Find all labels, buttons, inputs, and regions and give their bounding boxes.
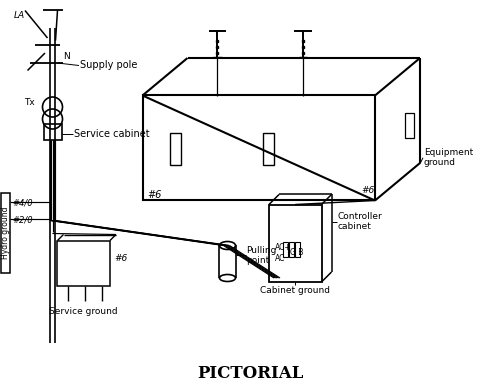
Text: Service ground: Service ground	[50, 307, 118, 315]
Bar	[295, 242, 300, 257]
Bar	[262, 133, 274, 166]
Text: Supply pole: Supply pole	[80, 61, 138, 71]
Text: Pulling
point: Pulling point	[246, 246, 277, 265]
Text: #2/0: #2/0	[12, 216, 32, 225]
Bar	[142, 95, 375, 201]
Text: Hydro ground: Hydro ground	[1, 207, 10, 259]
Text: AC+: AC+	[275, 242, 292, 252]
Bar	[283, 242, 288, 257]
Text: Controller
cabinet: Controller cabinet	[338, 212, 382, 231]
Text: #6: #6	[114, 254, 128, 263]
Bar	[170, 133, 181, 166]
Bar	[405, 113, 414, 138]
Bar	[1, 193, 10, 273]
Bar	[289, 242, 294, 257]
Text: Tx: Tx	[24, 99, 35, 107]
Text: #6: #6	[361, 187, 374, 196]
Text: PICTORIAL: PICTORIAL	[197, 365, 303, 383]
Text: Cabinet ground: Cabinet ground	[260, 286, 330, 295]
Text: N: N	[64, 52, 70, 62]
Text: Service cabinet: Service cabinet	[74, 129, 149, 139]
Text: Equipment
ground: Equipment ground	[424, 148, 473, 168]
Bar	[58, 241, 110, 286]
Bar	[269, 204, 322, 282]
Text: LA: LA	[14, 11, 25, 20]
Text: AC: AC	[275, 254, 285, 263]
Text: G B: G B	[290, 248, 304, 257]
Bar	[44, 125, 62, 140]
Text: #6: #6	[148, 191, 162, 201]
Text: #4/0: #4/0	[12, 199, 32, 208]
